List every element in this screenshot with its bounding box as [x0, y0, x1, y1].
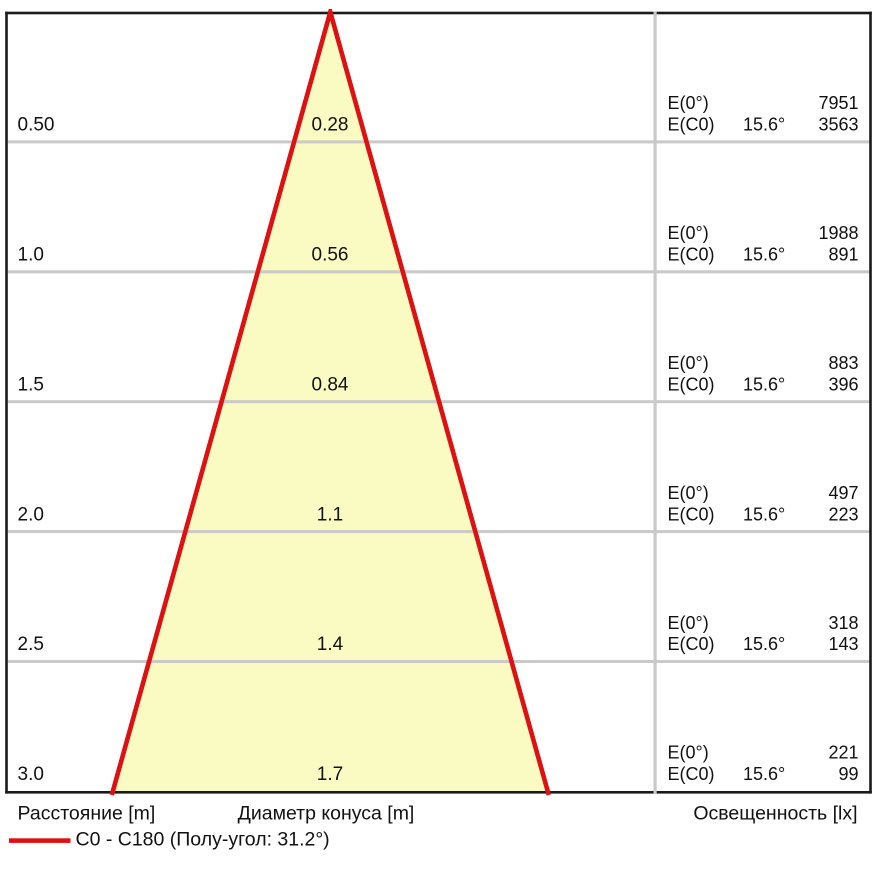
svg-text:E(0°): E(0°)	[668, 353, 709, 373]
svg-text:15.6°: 15.6°	[743, 115, 785, 135]
svg-text:883: 883	[828, 353, 858, 373]
svg-text:E(0°): E(0°)	[668, 93, 709, 113]
svg-text:3.0: 3.0	[18, 764, 44, 785]
svg-text:15.6°: 15.6°	[743, 504, 785, 524]
svg-text:221: 221	[828, 743, 858, 763]
svg-text:0.56: 0.56	[312, 245, 349, 266]
svg-text:2.5: 2.5	[18, 634, 44, 655]
svg-text:E(C0): E(C0)	[668, 764, 715, 784]
svg-text:C0 - C180 (Полу-угол: 31.2°): C0 - C180 (Полу-угол: 31.2°)	[76, 829, 330, 851]
svg-text:E(0°): E(0°)	[668, 613, 709, 633]
svg-text:E(C0): E(C0)	[668, 374, 715, 394]
svg-text:E(C0): E(C0)	[668, 504, 715, 524]
svg-text:E(C0): E(C0)	[668, 634, 715, 654]
svg-text:1.4: 1.4	[317, 634, 344, 655]
svg-text:15.6°: 15.6°	[743, 764, 785, 784]
svg-text:Освещенность [lx]: Освещенность [lx]	[693, 803, 857, 825]
svg-text:1.7: 1.7	[317, 764, 343, 785]
svg-text:2.0: 2.0	[18, 504, 44, 525]
svg-text:318: 318	[828, 613, 858, 633]
svg-text:1988: 1988	[818, 223, 858, 243]
svg-text:E(0°): E(0°)	[668, 743, 709, 763]
svg-text:Расстояние [m]: Расстояние [m]	[18, 803, 156, 825]
svg-text:15.6°: 15.6°	[743, 374, 785, 394]
svg-text:E(C0): E(C0)	[668, 245, 715, 265]
svg-text:0.28: 0.28	[312, 115, 349, 136]
svg-text:497: 497	[828, 483, 858, 503]
svg-text:99: 99	[838, 764, 858, 784]
svg-text:1.5: 1.5	[18, 374, 44, 395]
svg-text:143: 143	[828, 634, 858, 654]
svg-text:396: 396	[828, 374, 858, 394]
svg-text:223: 223	[828, 504, 858, 524]
svg-text:891: 891	[828, 245, 858, 265]
svg-text:0.84: 0.84	[312, 374, 349, 395]
svg-text:Диаметр конуса [m]: Диаметр конуса [m]	[238, 803, 415, 825]
svg-text:15.6°: 15.6°	[743, 245, 785, 265]
svg-text:E(C0): E(C0)	[668, 115, 715, 135]
svg-text:E(0°): E(0°)	[668, 483, 709, 503]
svg-text:0.50: 0.50	[18, 115, 55, 136]
svg-text:1.1: 1.1	[317, 504, 343, 525]
svg-text:3563: 3563	[818, 115, 858, 135]
svg-text:1.0: 1.0	[18, 245, 44, 266]
svg-text:E(0°): E(0°)	[668, 223, 709, 243]
svg-text:15.6°: 15.6°	[743, 634, 785, 654]
svg-text:7951: 7951	[818, 93, 858, 113]
